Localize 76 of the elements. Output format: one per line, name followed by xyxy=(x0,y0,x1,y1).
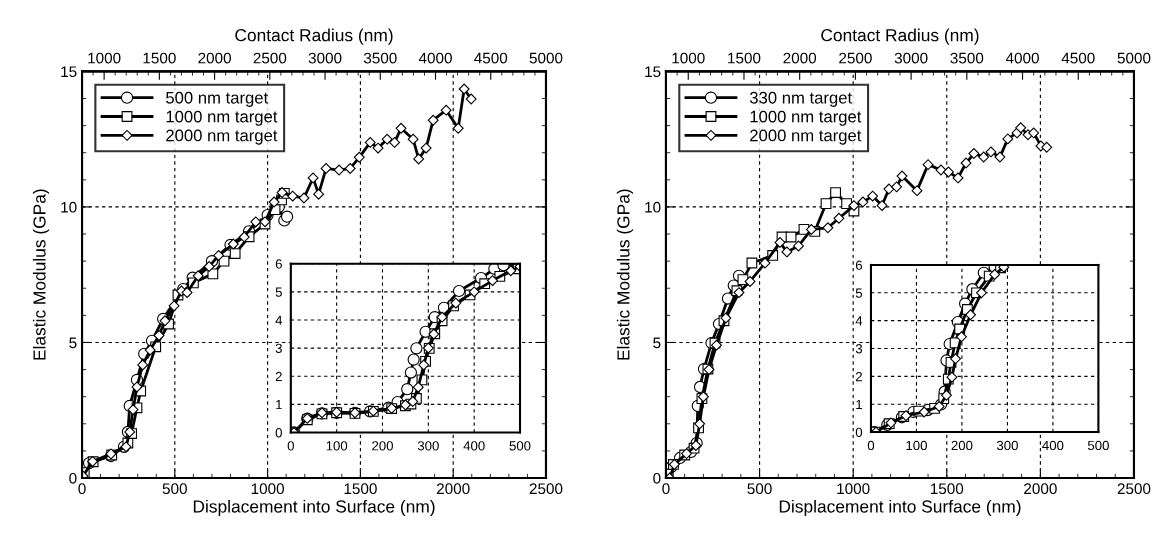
legend-label: 2000 nm target xyxy=(750,129,862,145)
x2-tick-label: 1500 xyxy=(143,52,176,64)
x-tick-label: 300 xyxy=(996,440,1018,451)
y-tick-label: 10 xyxy=(61,201,77,213)
x2-tick-label: 5000 xyxy=(529,52,563,64)
x2-tick-label: 4000 xyxy=(418,52,452,64)
y-tick-label: 0 xyxy=(69,472,77,484)
legend-label: 330 nm target xyxy=(749,91,853,107)
x-tick-label: 100 xyxy=(326,441,348,451)
y-tick-label: 4 xyxy=(275,315,283,325)
y-tick-label: 5 xyxy=(653,337,661,349)
y-tick-label: 5 xyxy=(855,288,863,298)
x2-tick-label: 3500 xyxy=(950,52,984,64)
y-tick-label: 15 xyxy=(61,66,77,78)
y-tick-label: 2 xyxy=(855,371,862,382)
y-tick-label: 5 xyxy=(69,337,77,349)
x-tick-label: 300 xyxy=(417,441,439,451)
x-tick-label: 2500 xyxy=(529,483,563,495)
y-tick-label: 15 xyxy=(645,66,661,78)
x2-tick-label: 3000 xyxy=(308,52,342,64)
y-tick-label: 4 xyxy=(855,316,863,326)
x2-tick-label: 1500 xyxy=(728,52,761,64)
x2-tick-label: 4500 xyxy=(1061,52,1095,64)
y-tick-label: 3 xyxy=(855,344,863,354)
x-tick-label: 500 xyxy=(509,441,531,451)
y-axis-title: Elastic Modulus (GPa) xyxy=(32,189,50,360)
x-axis-title: Displacement into Surface (nm) xyxy=(193,499,435,517)
x-tick-label: 200 xyxy=(951,440,973,451)
x2-tick-label: 2500 xyxy=(253,52,287,64)
y-tick-label: 6 xyxy=(855,260,863,270)
x2-axis-title: Contact Radius (nm) xyxy=(821,28,979,45)
legend-label: 2000 nm target xyxy=(166,129,278,145)
x-tick-label: 500 xyxy=(747,483,772,495)
x2-tick-label: 4000 xyxy=(1005,52,1039,64)
y-tick-label: 10 xyxy=(645,201,661,213)
y-tick-label: 3 xyxy=(275,343,282,353)
x2-axis-title: Contact Radius (nm) xyxy=(235,28,393,45)
y-tick-label: 6 xyxy=(275,259,282,269)
x2-tick-label: 3000 xyxy=(894,52,928,64)
x-tick-label: 2000 xyxy=(436,483,470,495)
x-tick-label: 200 xyxy=(372,441,393,451)
x-tick-label: 0 xyxy=(78,483,86,495)
x2-tick-label: 4500 xyxy=(474,52,508,64)
x2-tick-label: 2000 xyxy=(783,52,817,64)
x-tick-label: 500 xyxy=(1087,440,1109,451)
x2-tick-label: 2500 xyxy=(839,52,872,64)
x-tick-label: 1000 xyxy=(837,483,870,495)
legend-label: 1000 nm target xyxy=(750,110,862,126)
y-tick-label: 1 xyxy=(856,399,862,409)
x-tick-label: 0 xyxy=(867,440,875,451)
x-tick-label: 100 xyxy=(906,440,927,451)
x-tick-label: 400 xyxy=(463,441,485,451)
x-tick-label: 0 xyxy=(662,483,670,495)
x-tick-label: 400 xyxy=(1042,440,1064,451)
y-tick-label: 0 xyxy=(855,427,863,437)
x-tick-label: 1500 xyxy=(930,483,964,495)
x-tick-label: 1500 xyxy=(344,483,377,495)
legend-label: 1000 nm target xyxy=(166,110,278,126)
y-axis-title: Elastic Modulus (GPa) xyxy=(616,189,633,360)
x2-tick-label: 2000 xyxy=(198,52,231,64)
x-tick-label: 500 xyxy=(162,483,187,495)
x2-tick-label: 5000 xyxy=(1117,52,1151,64)
x-tick-label: 2500 xyxy=(1117,483,1151,495)
y-tick-label: 2 xyxy=(275,371,282,381)
y-tick-label: 1 xyxy=(276,400,282,410)
x-tick-label: 1000 xyxy=(251,483,285,495)
x-axis-title: Displacement into Surface (nm) xyxy=(779,499,1021,517)
x-tick-label: 2000 xyxy=(1024,483,1057,495)
x2-tick-label: 1000 xyxy=(672,52,705,64)
x2-tick-label: 3500 xyxy=(363,52,397,64)
x2-tick-label: 1000 xyxy=(88,52,121,64)
y-tick-label: 5 xyxy=(275,287,282,297)
y-tick-label: 0 xyxy=(275,428,282,438)
y-tick-label: 0 xyxy=(653,472,661,484)
legend-label: 500 nm target xyxy=(166,91,269,107)
x-tick-label: 0 xyxy=(287,441,294,451)
